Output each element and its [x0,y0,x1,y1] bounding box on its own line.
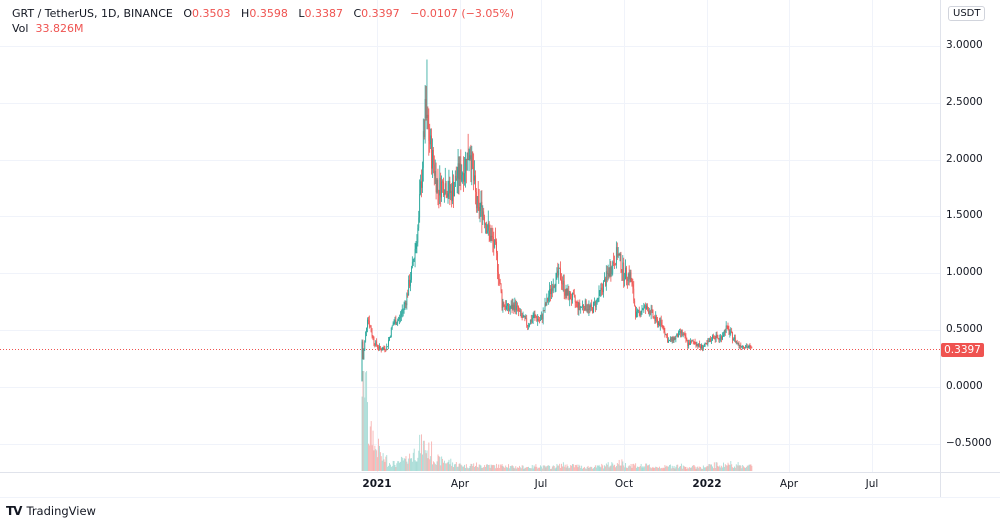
price-tick-label: 2.0000 [946,153,983,165]
brand-name: TradingView [26,504,96,518]
price-tick-label: 0.5000 [946,323,983,335]
currency-button[interactable]: USDT [948,6,986,21]
time-tick-label: Oct [614,478,634,490]
price-tick-label: 2.5000 [946,96,983,108]
volume-bars [361,371,753,471]
low-label: L [298,7,305,20]
price-tick-label: 0.0000 [946,380,983,392]
time-tick-label: Jul [865,478,879,490]
high-value: 0.3598 [249,7,288,20]
time-tick-label: 2021 [362,478,392,490]
volume-label[interactable]: Vol [12,22,29,35]
open-value: 0.3503 [192,7,231,20]
time-tick-label: Apr [450,478,470,490]
chart-legend: GRT / TetherUS, 1D, BINANCE O0.3503 H0.3… [12,6,514,36]
time-tick-label: Apr [779,478,799,490]
chart-grid [0,0,940,472]
price-tick-label: −0.5000 [946,437,992,449]
volume-value: 33.826M [35,22,84,35]
low-value: 0.3387 [304,7,343,20]
volume-row: Vol 33.826M [12,21,514,36]
footer-divider [0,497,1000,498]
time-tick-label: Jul [534,478,548,490]
price-tick-label: 1.0000 [946,266,983,278]
last-price-tag: 0.3397 [941,343,984,357]
price-tick-label: 1.5000 [946,209,983,221]
high-label: H [241,7,250,20]
close-label: C [353,7,362,20]
candlesticks [361,59,753,382]
close-value: 0.3397 [361,7,400,20]
open-label: O [183,7,193,20]
price-axis-border [940,0,941,497]
time-tick-label: 2022 [692,478,722,490]
ohlc-row: GRT / TetherUS, 1D, BINANCE O0.3503 H0.3… [12,6,514,21]
change-value: −0.0107 (−3.05%) [410,7,515,20]
symbol-title[interactable]: GRT / TetherUS, 1D, BINANCE [12,7,173,20]
tradingview-logo-icon: TV [6,504,23,518]
time-axis-border [0,472,1000,473]
tradingview-brand[interactable]: TV TradingView [6,504,96,518]
price-tick-label: 3.0000 [946,39,983,51]
